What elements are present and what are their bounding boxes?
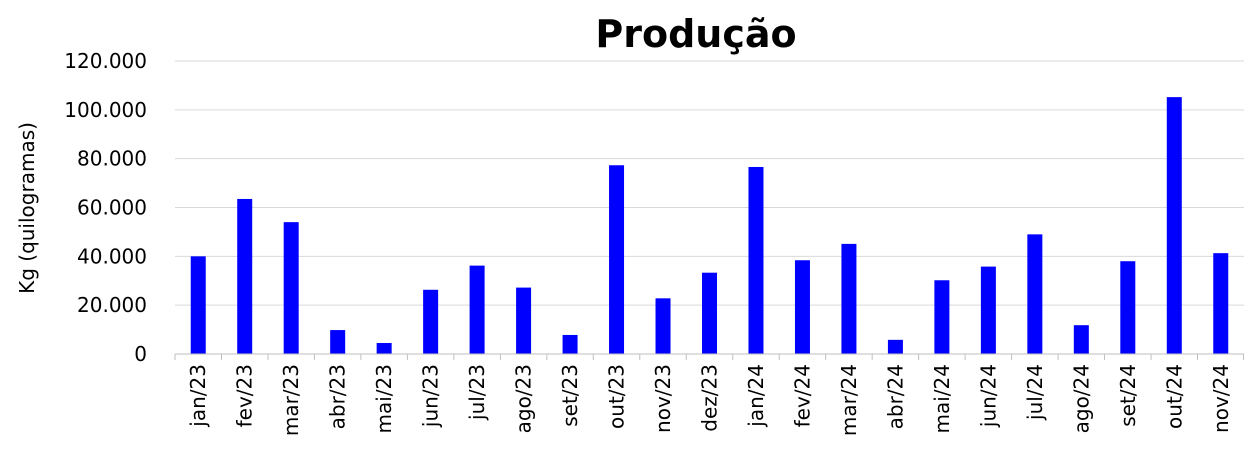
y-axis-ticks: 0 20.000 40.000 60.000 80.000 100.000 120.000 xyxy=(64,49,147,366)
bar xyxy=(887,339,903,354)
x-tick-label: ago/23 xyxy=(512,364,536,433)
gridlines xyxy=(175,60,1244,306)
bar xyxy=(516,287,532,354)
x-tick-label: nov/24 xyxy=(1209,364,1233,433)
bar xyxy=(794,260,810,354)
bar xyxy=(1027,234,1043,354)
bar xyxy=(1166,97,1182,355)
bars xyxy=(190,97,1229,355)
x-tick-label: ago/24 xyxy=(1069,364,1093,433)
x-tick-label: jun/23 xyxy=(419,364,443,428)
bar xyxy=(562,334,578,354)
bar xyxy=(934,280,950,354)
bar xyxy=(376,343,392,354)
y-tick-label: 20.000 xyxy=(77,293,147,317)
y-tick-label: 60.000 xyxy=(77,196,147,220)
bar xyxy=(283,222,299,354)
x-tick-label: out/24 xyxy=(1162,364,1186,429)
x-tick-label: jul/24 xyxy=(1023,364,1047,421)
x-tick-label: set/23 xyxy=(558,364,582,427)
x-tick-label: jan/24 xyxy=(744,364,768,428)
y-tick-label: 120.000 xyxy=(64,49,147,73)
bar xyxy=(423,289,439,354)
x-tick-label: mar/24 xyxy=(837,364,861,436)
bar xyxy=(655,298,671,354)
bar xyxy=(237,198,253,354)
chart-title: Produção xyxy=(595,12,796,56)
x-tick-label: set/24 xyxy=(1116,364,1140,427)
x-tick-label: fev/23 xyxy=(233,364,257,427)
x-tick-label: mai/24 xyxy=(930,364,954,433)
y-tick-label: 100.000 xyxy=(64,98,147,122)
bar xyxy=(1120,261,1136,354)
bar xyxy=(748,166,764,354)
x-tick-label: dez/23 xyxy=(698,364,722,432)
bar xyxy=(190,256,206,354)
x-tick-label: jul/23 xyxy=(465,364,489,421)
bar xyxy=(469,265,485,354)
x-tick-label: out/23 xyxy=(605,364,629,429)
x-tick-label: abr/23 xyxy=(326,364,350,429)
x-tick-label: nov/23 xyxy=(651,364,675,433)
x-axis xyxy=(174,353,1244,360)
bar xyxy=(841,243,857,354)
x-tick-label: abr/24 xyxy=(883,364,907,429)
x-tick-label: mar/23 xyxy=(279,364,303,436)
y-axis-label: Kg (quilogramas) xyxy=(15,122,39,294)
bar xyxy=(980,266,996,354)
x-tick-label: jan/23 xyxy=(186,364,210,428)
x-tick-label: mai/23 xyxy=(372,364,396,433)
bar xyxy=(609,165,625,354)
bar xyxy=(702,272,717,354)
y-tick-label: 80.000 xyxy=(77,147,147,171)
y-tick-label: 0 xyxy=(134,342,147,366)
bar xyxy=(1073,325,1089,354)
y-tick-label: 40.000 xyxy=(77,244,147,268)
bar xyxy=(1213,253,1229,354)
x-tick-label: jun/24 xyxy=(976,364,1000,428)
x-tick-label: fev/24 xyxy=(790,364,814,427)
x-axis-ticks: jan/23 fev/23 mar/23 abr/23 mai/23 jun/23 jul/… xyxy=(186,364,1233,436)
bar xyxy=(330,330,346,354)
